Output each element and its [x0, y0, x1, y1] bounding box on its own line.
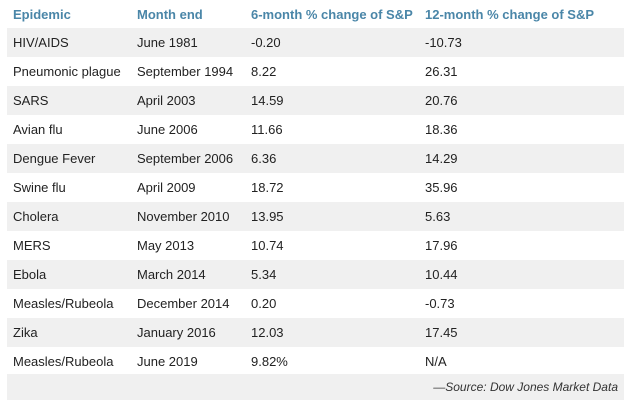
cell-12-month: 10.44: [425, 267, 458, 282]
cell-epidemic: Dengue Fever: [13, 151, 96, 166]
cell-month-end: June 1981: [137, 35, 198, 50]
cell-epidemic: Swine flu: [13, 180, 66, 195]
cell-epidemic: Cholera: [13, 209, 59, 224]
table-row: Zika January 2016 12.03 17.45: [7, 318, 624, 347]
epidemic-sp-table: Epidemic Month end 6-month % change of S…: [7, 0, 624, 376]
cell-month-end: April 2003: [137, 93, 196, 108]
cell-12-month: 14.29: [425, 151, 458, 166]
header-6-month-change: 6-month % change of S&P: [251, 6, 413, 22]
cell-6-month: 13.95: [251, 209, 284, 224]
table-row: Ebola March 2014 5.34 10.44: [7, 260, 624, 289]
cell-6-month: 0.20: [251, 296, 277, 311]
table-row: HIV/AIDS June 1981 -0.20 -10.73: [7, 28, 624, 57]
table-row: MERS May 2013 10.74 17.96: [7, 231, 624, 260]
cell-epidemic: Avian flu: [13, 122, 63, 137]
cell-epidemic: Measles/Rubeola: [13, 296, 114, 311]
cell-12-month: 26.31: [425, 64, 458, 79]
table-row: SARS April 2003 14.59 20.76: [7, 86, 624, 115]
cell-6-month: 6.36: [251, 151, 277, 166]
header-epidemic: Epidemic: [13, 6, 71, 22]
table-row: Measles/Rubeola June 2019 9.82% N/A: [7, 347, 624, 376]
cell-epidemic: Zika: [13, 325, 38, 340]
cell-12-month: 17.96: [425, 238, 458, 253]
cell-epidemic: SARS: [13, 93, 49, 108]
cell-12-month: -10.73: [425, 35, 462, 50]
cell-12-month: 17.45: [425, 325, 458, 340]
cell-month-end: June 2006: [137, 122, 198, 137]
table-row: Measles/Rubeola December 2014 0.20 -0.73: [7, 289, 624, 318]
source-note: —Source: Dow Jones Market Data: [7, 374, 624, 400]
table-row: Dengue Fever September 2006 6.36 14.29: [7, 144, 624, 173]
header-month-end: Month end: [137, 6, 203, 22]
cell-month-end: May 2013: [137, 238, 195, 253]
table-row: Pneumonic plague September 1994 8.22 26.…: [7, 57, 624, 86]
table-row: Avian flu June 2006 11.66 18.36: [7, 115, 624, 144]
cell-month-end: September 2006: [137, 151, 234, 166]
cell-month-end: November 2010: [137, 209, 230, 224]
cell-epidemic: HIV/AIDS: [13, 35, 69, 50]
cell-6-month: 9.82%: [251, 354, 288, 369]
cell-6-month: 8.22: [251, 64, 277, 79]
cell-12-month: -0.73: [425, 296, 455, 311]
cell-epidemic: Pneumonic plague: [13, 64, 121, 79]
cell-12-month: 20.76: [425, 93, 458, 108]
cell-month-end: March 2014: [137, 267, 206, 282]
cell-month-end: December 2014: [137, 296, 230, 311]
cell-6-month: 10.74: [251, 238, 284, 253]
cell-6-month: 12.03: [251, 325, 284, 340]
cell-epidemic: MERS: [13, 238, 51, 253]
table-row: Cholera November 2010 13.95 5.63: [7, 202, 624, 231]
cell-12-month: N/A: [425, 354, 447, 369]
table-row: Swine flu April 2009 18.72 35.96: [7, 173, 624, 202]
cell-12-month: 18.36: [425, 122, 458, 137]
cell-epidemic: Measles/Rubeola: [13, 354, 114, 369]
header-12-month-change: 12-month % change of S&P: [425, 6, 595, 22]
table-header-row: Epidemic Month end 6-month % change of S…: [7, 0, 624, 28]
cell-month-end: January 2016: [137, 325, 216, 340]
cell-12-month: 5.63: [425, 209, 451, 224]
cell-6-month: 11.66: [251, 122, 283, 137]
cell-6-month: 5.34: [251, 267, 277, 282]
cell-month-end: June 2019: [137, 354, 198, 369]
cell-6-month: -0.20: [251, 35, 281, 50]
cell-epidemic: Ebola: [13, 267, 47, 282]
cell-6-month: 18.72: [251, 180, 284, 195]
cell-month-end: April 2009: [137, 180, 196, 195]
cell-12-month: 35.96: [425, 180, 458, 195]
cell-month-end: September 1994: [137, 64, 234, 79]
cell-6-month: 14.59: [251, 93, 284, 108]
